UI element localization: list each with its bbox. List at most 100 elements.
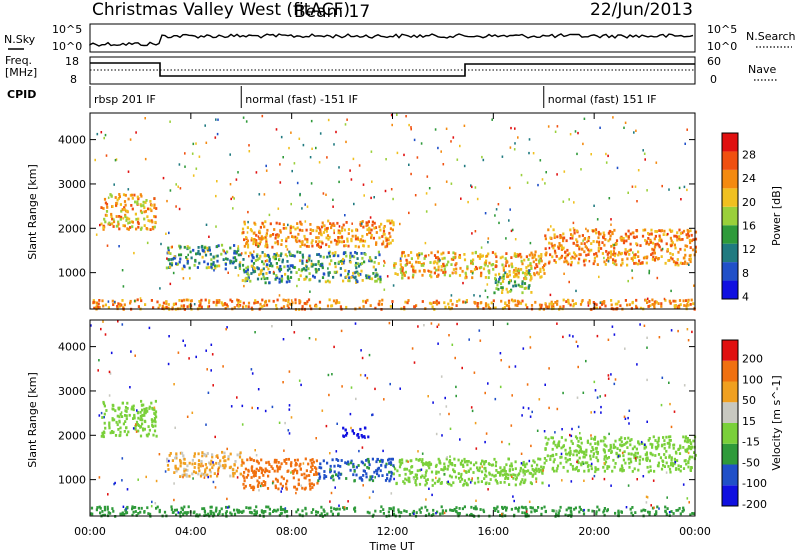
echo-cell bbox=[390, 472, 394, 475]
echo-cell bbox=[122, 285, 125, 288]
echo-cell bbox=[624, 252, 628, 256]
echo-cell bbox=[679, 247, 682, 251]
echo-cell bbox=[222, 258, 225, 261]
echo-cell bbox=[216, 301, 219, 304]
echo-cell bbox=[464, 276, 467, 280]
echo-cell bbox=[535, 263, 538, 266]
echo-cell bbox=[421, 461, 424, 465]
echo-cell bbox=[417, 450, 419, 453]
echo-cell bbox=[328, 280, 331, 284]
echo-cell bbox=[481, 254, 484, 258]
echo-cell bbox=[668, 443, 671, 446]
echo-cell bbox=[686, 328, 689, 331]
echo-cell bbox=[628, 465, 631, 469]
echo-cell bbox=[272, 270, 275, 274]
echo-cell bbox=[131, 207, 134, 211]
echo-cell bbox=[216, 180, 218, 183]
echo-cell bbox=[571, 236, 574, 240]
echo-cell bbox=[268, 507, 271, 511]
echo-cell bbox=[216, 245, 219, 248]
echo-cell bbox=[238, 267, 242, 270]
echo-cell bbox=[363, 260, 366, 264]
echo-cell bbox=[175, 205, 177, 208]
echo-cell bbox=[239, 303, 242, 307]
echo-cell bbox=[607, 377, 610, 380]
echo-cell bbox=[588, 301, 591, 305]
echo-cell bbox=[358, 476, 361, 480]
echo-cell bbox=[298, 464, 301, 468]
echo-cell bbox=[102, 513, 105, 517]
echo-cell bbox=[626, 250, 629, 254]
echo-cell bbox=[458, 512, 461, 515]
x-tick-label: 12:00 bbox=[377, 525, 409, 538]
echo-cell bbox=[670, 239, 673, 243]
echo-cell bbox=[212, 463, 215, 467]
echo-cell bbox=[660, 302, 663, 305]
echo-cell bbox=[656, 276, 659, 280]
echo-cell bbox=[454, 356, 456, 360]
echo-cell bbox=[226, 304, 229, 308]
echo-cell bbox=[551, 466, 555, 470]
echo-cell bbox=[577, 451, 581, 455]
echo-cell bbox=[620, 239, 624, 242]
echo-cell bbox=[676, 306, 679, 310]
echo-cell bbox=[574, 506, 577, 510]
echo-cell bbox=[294, 301, 297, 305]
cpid-segment-label: rbsp 201 IF bbox=[94, 93, 156, 106]
echo-cell bbox=[339, 267, 342, 270]
y-tick-label: 3000 bbox=[58, 178, 86, 191]
noise-left-tick-top: 10^5 bbox=[52, 23, 82, 36]
echo-cell bbox=[97, 305, 100, 309]
echo-cell bbox=[345, 507, 348, 510]
echo-cell bbox=[154, 215, 157, 219]
echo-cell bbox=[277, 466, 280, 470]
echo-cell bbox=[184, 511, 187, 514]
echo-cell bbox=[337, 471, 340, 475]
echo-cell bbox=[280, 462, 283, 466]
echo-cell bbox=[266, 487, 270, 490]
echo-cell bbox=[207, 391, 210, 394]
echo-cell bbox=[382, 240, 385, 243]
echo-cell bbox=[166, 463, 170, 467]
echo-cell bbox=[158, 303, 161, 307]
echo-cell bbox=[249, 484, 252, 487]
echo-cell bbox=[556, 464, 560, 468]
echo-cell bbox=[169, 282, 172, 286]
echo-cell bbox=[330, 240, 333, 244]
echo-cell bbox=[366, 233, 369, 236]
echo-cell bbox=[535, 480, 538, 483]
echo-cell bbox=[489, 478, 492, 481]
echo-cell bbox=[439, 512, 442, 516]
echo-cell bbox=[159, 287, 161, 290]
echo-cell bbox=[217, 456, 219, 459]
echo-cell bbox=[500, 359, 502, 362]
echo-cell bbox=[620, 464, 624, 468]
echo-cell bbox=[638, 442, 641, 446]
echo-cell bbox=[463, 457, 466, 461]
echo-cell bbox=[179, 257, 182, 261]
echo-cell bbox=[102, 402, 106, 406]
echo-cell bbox=[484, 473, 487, 477]
echo-cell bbox=[285, 482, 288, 486]
echo-cell bbox=[146, 410, 149, 413]
echo-cell bbox=[315, 229, 318, 233]
echo-cell bbox=[383, 225, 386, 228]
echo-cell bbox=[316, 481, 319, 485]
echo-cell bbox=[501, 440, 503, 444]
echo-cell bbox=[471, 276, 474, 280]
echo-cell bbox=[145, 407, 148, 410]
echo-cell bbox=[329, 222, 332, 225]
echo-cell bbox=[578, 253, 581, 256]
echo-cell bbox=[484, 460, 487, 463]
echo-cell bbox=[175, 508, 178, 512]
echo-cell bbox=[469, 481, 472, 484]
echo-cell bbox=[607, 456, 610, 459]
echo-cell bbox=[449, 299, 452, 303]
echo-cell bbox=[104, 133, 107, 137]
echo-cell bbox=[581, 299, 584, 302]
echo-cell bbox=[408, 480, 411, 484]
echo-cell bbox=[553, 236, 556, 239]
echo-cell bbox=[447, 251, 450, 254]
echo-cell bbox=[548, 246, 551, 250]
echo-cell bbox=[554, 301, 557, 304]
